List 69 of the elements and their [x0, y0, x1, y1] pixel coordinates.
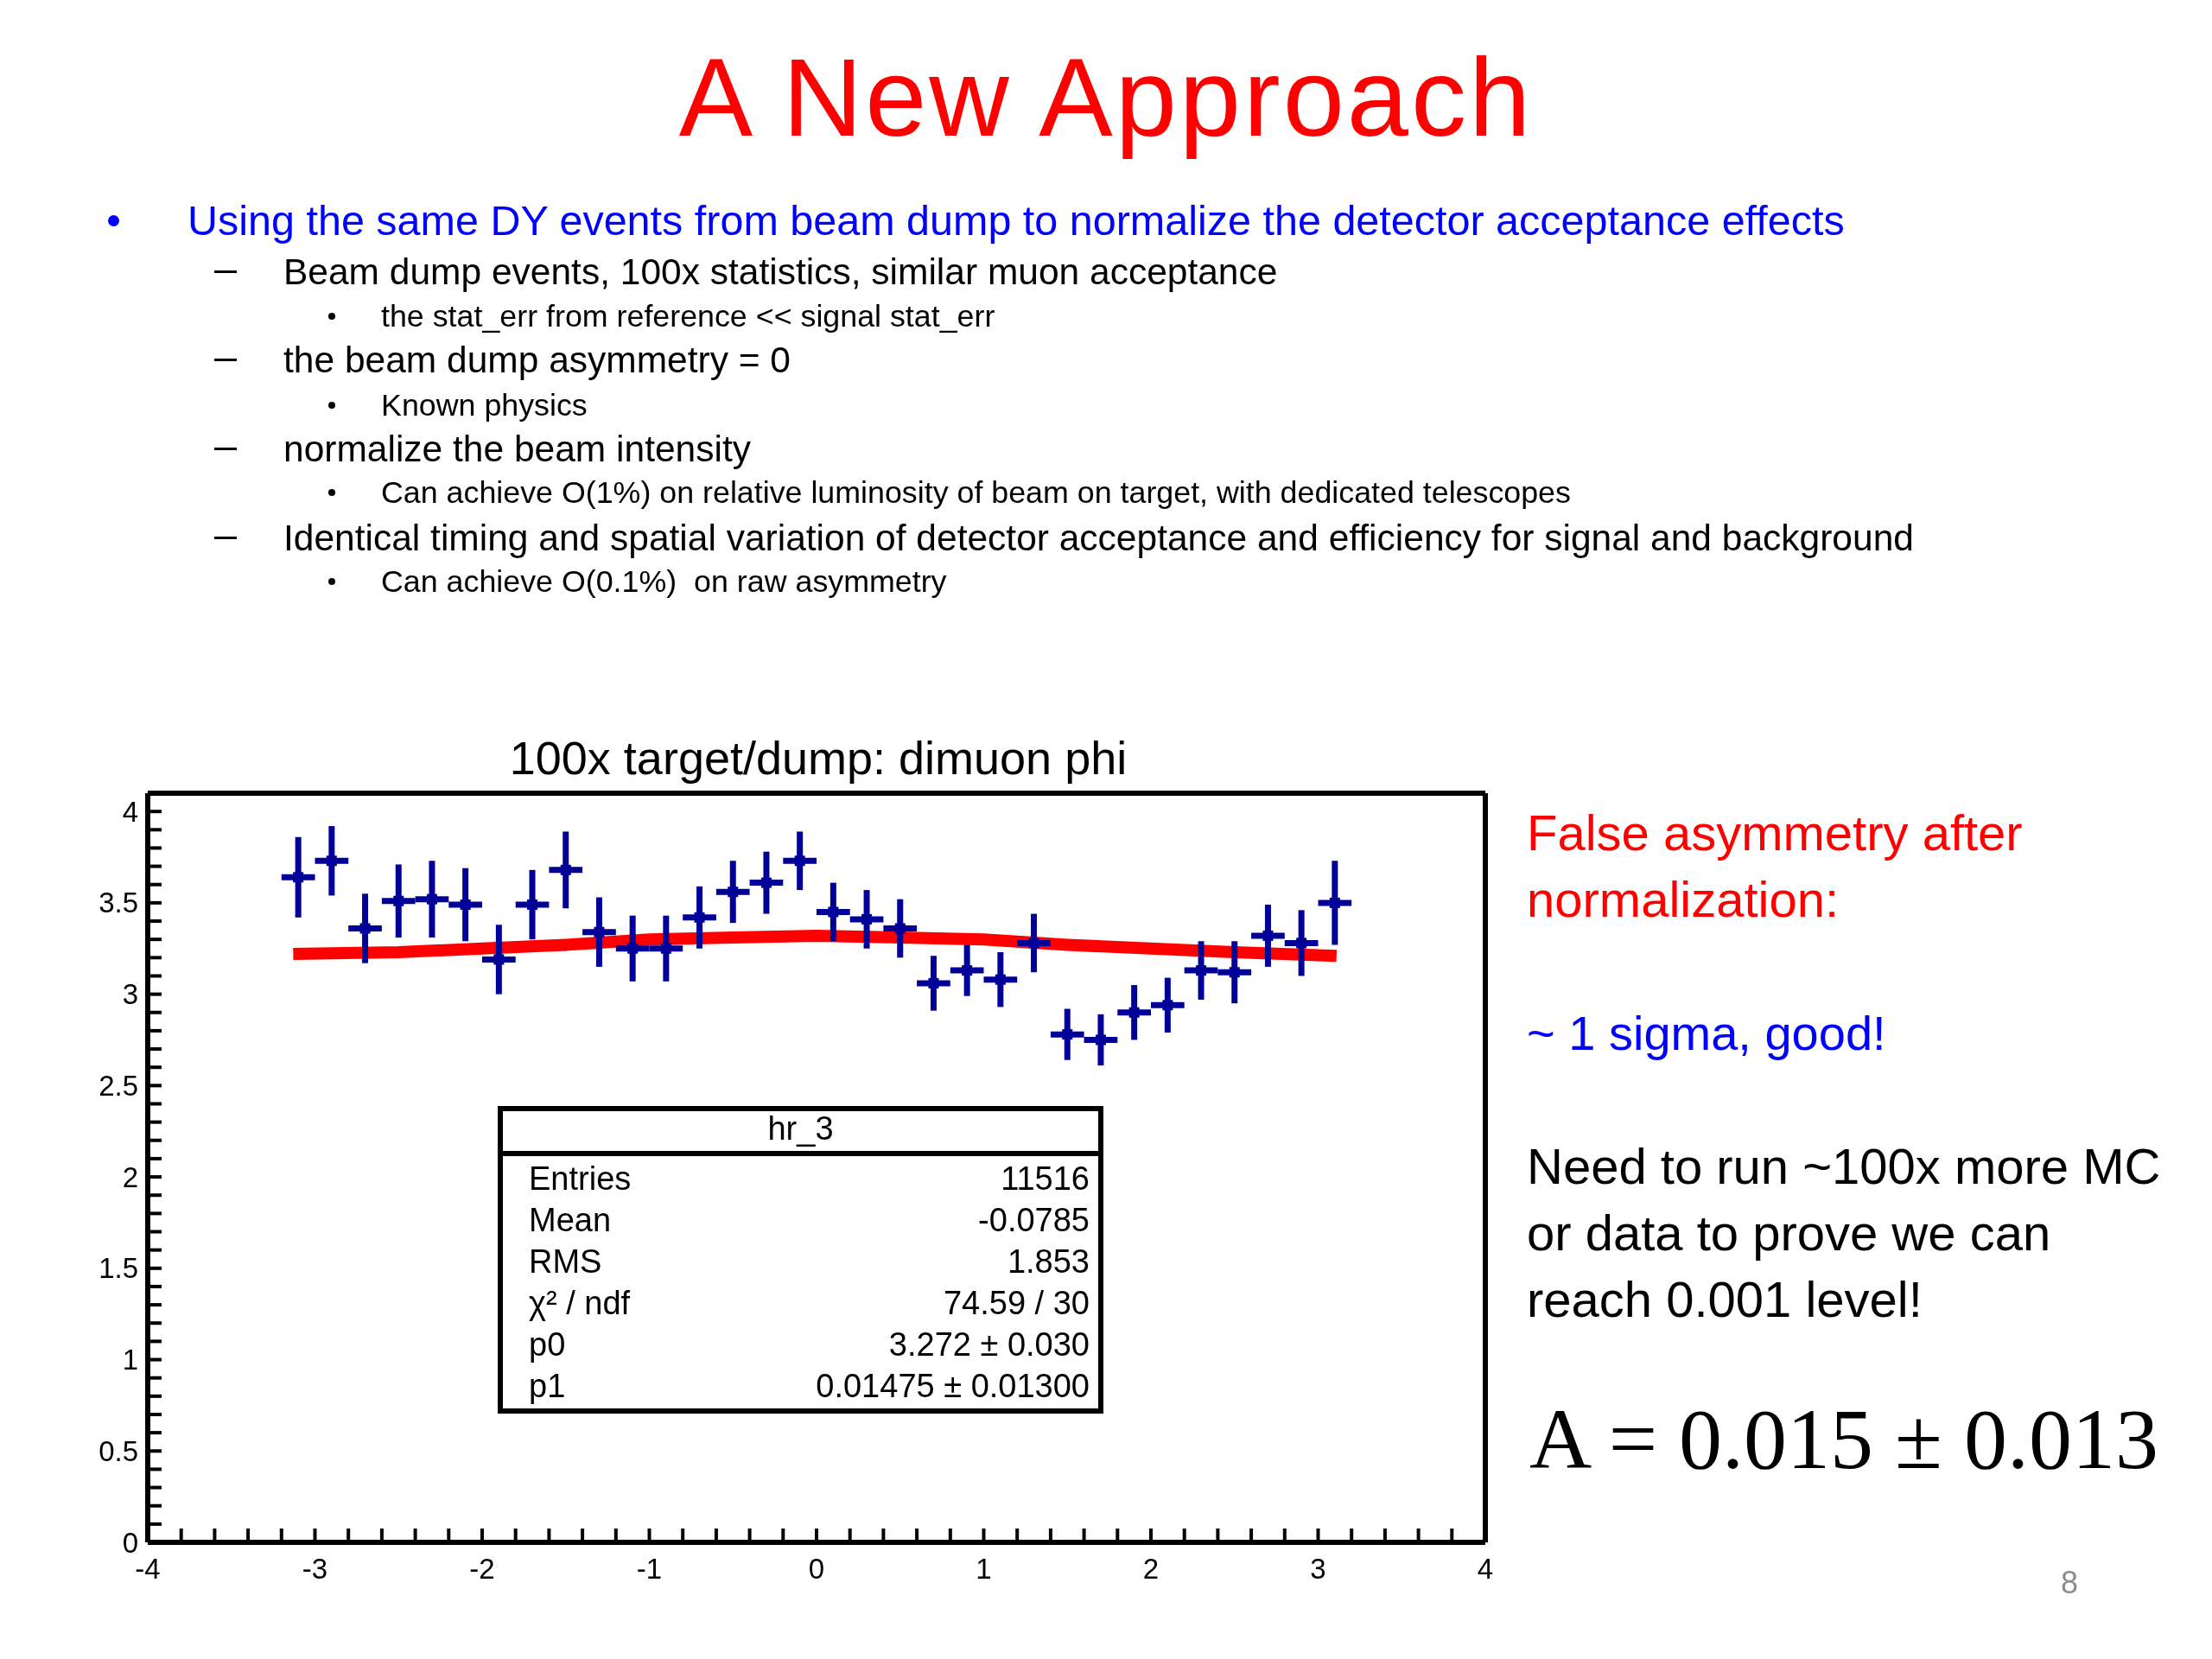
point [861, 913, 873, 925]
annotation: p1 [529, 1367, 566, 1405]
annotation: Entries [529, 1160, 632, 1198]
point [995, 974, 1006, 985]
point [1262, 930, 1274, 941]
text: the beam dump asymmetry = 0 [283, 338, 791, 382]
point [460, 899, 471, 910]
text: Using the same DY events from beam dump to normalize the detector acceptance effects [188, 195, 1845, 245]
text: ~ 1 sigma, good! [1527, 1005, 1886, 1062]
point [962, 965, 973, 976]
point [527, 899, 538, 910]
annotation: 1.853 [1007, 1243, 1090, 1281]
annotation: 3.272 ± 0.030 [888, 1325, 1090, 1363]
x-tick-label: -1 [636, 1553, 663, 1585]
point [694, 912, 705, 923]
text: False asymmetry after normalization: [1527, 804, 2024, 929]
chart-title: A New Approach [678, 35, 1534, 159]
point [1162, 1000, 1173, 1011]
point [393, 895, 404, 906]
point [1329, 897, 1340, 908]
annotation: χ² / ndf [529, 1284, 631, 1322]
annotation: 11516 [1001, 1160, 1090, 1198]
text: Need to run ~100x more MC or data to prove we can reach 0.001 level! [1527, 1137, 2162, 1329]
x-tick-label: -2 [469, 1553, 495, 1585]
point [560, 864, 571, 875]
text: the stat_err from reference << signal stat_err [381, 297, 995, 335]
chart-subtitle: 100x target/dump: dimuon phi [509, 732, 1128, 784]
annotation: -0.0785 [978, 1201, 1090, 1239]
point [426, 893, 437, 905]
y-tick-label: 4 [122, 795, 138, 828]
point [1062, 1029, 1073, 1040]
point [1229, 967, 1240, 978]
point [594, 926, 605, 938]
x-tick-label: -3 [302, 1553, 328, 1585]
point [660, 943, 671, 954]
x-tick-label: 4 [1477, 1553, 1494, 1585]
annotation: 74.59 / 30 [943, 1284, 1090, 1322]
text: Known physics [381, 386, 588, 424]
x-tick-label: 1 [976, 1553, 992, 1585]
y-tick-label: 2 [122, 1160, 138, 1193]
point [794, 855, 805, 867]
text: Can achieve O(0.1%) on raw asymmetry [381, 563, 947, 601]
annotation: hr_3 [767, 1110, 834, 1147]
x-tick-label: 3 [1310, 1553, 1326, 1585]
y-tick-label: 3 [122, 978, 138, 1011]
text: normalize the beam intensity [283, 427, 751, 471]
y-tick-label: 0.5 [99, 1434, 138, 1467]
text: Identical timing and spatial variation of detector acceptance and efficiency for signal and background [283, 516, 1914, 560]
text: 8 [2061, 1564, 2079, 1602]
point [627, 943, 639, 954]
x-tick-label: 0 [808, 1553, 825, 1585]
y-tick-label: 1 [122, 1344, 138, 1376]
y-tick-label: 2.5 [99, 1069, 138, 1102]
point [1128, 1007, 1140, 1018]
annotation: Mean [529, 1201, 612, 1239]
y-tick-label: 1.5 [99, 1252, 138, 1285]
text: A = 0.015 ± 0.013 [1529, 1390, 2158, 1489]
text: Can achieve O(1%) on relative luminosity of beam on target, with dedicated telescopes [381, 474, 1571, 512]
annotation: 0.01475 ± 0.01300 [816, 1367, 1090, 1405]
point [728, 887, 739, 898]
annotation: RMS [529, 1243, 602, 1281]
point [326, 855, 337, 867]
x-tick-label: 2 [1142, 1553, 1160, 1585]
annotation: p0 [529, 1325, 566, 1363]
point [293, 872, 304, 883]
y-tick-label: 3.5 [99, 887, 138, 919]
text: Beam dump events, 100x statistics, similar muon acceptance [283, 250, 1278, 294]
point [1196, 965, 1207, 976]
point [928, 977, 939, 988]
